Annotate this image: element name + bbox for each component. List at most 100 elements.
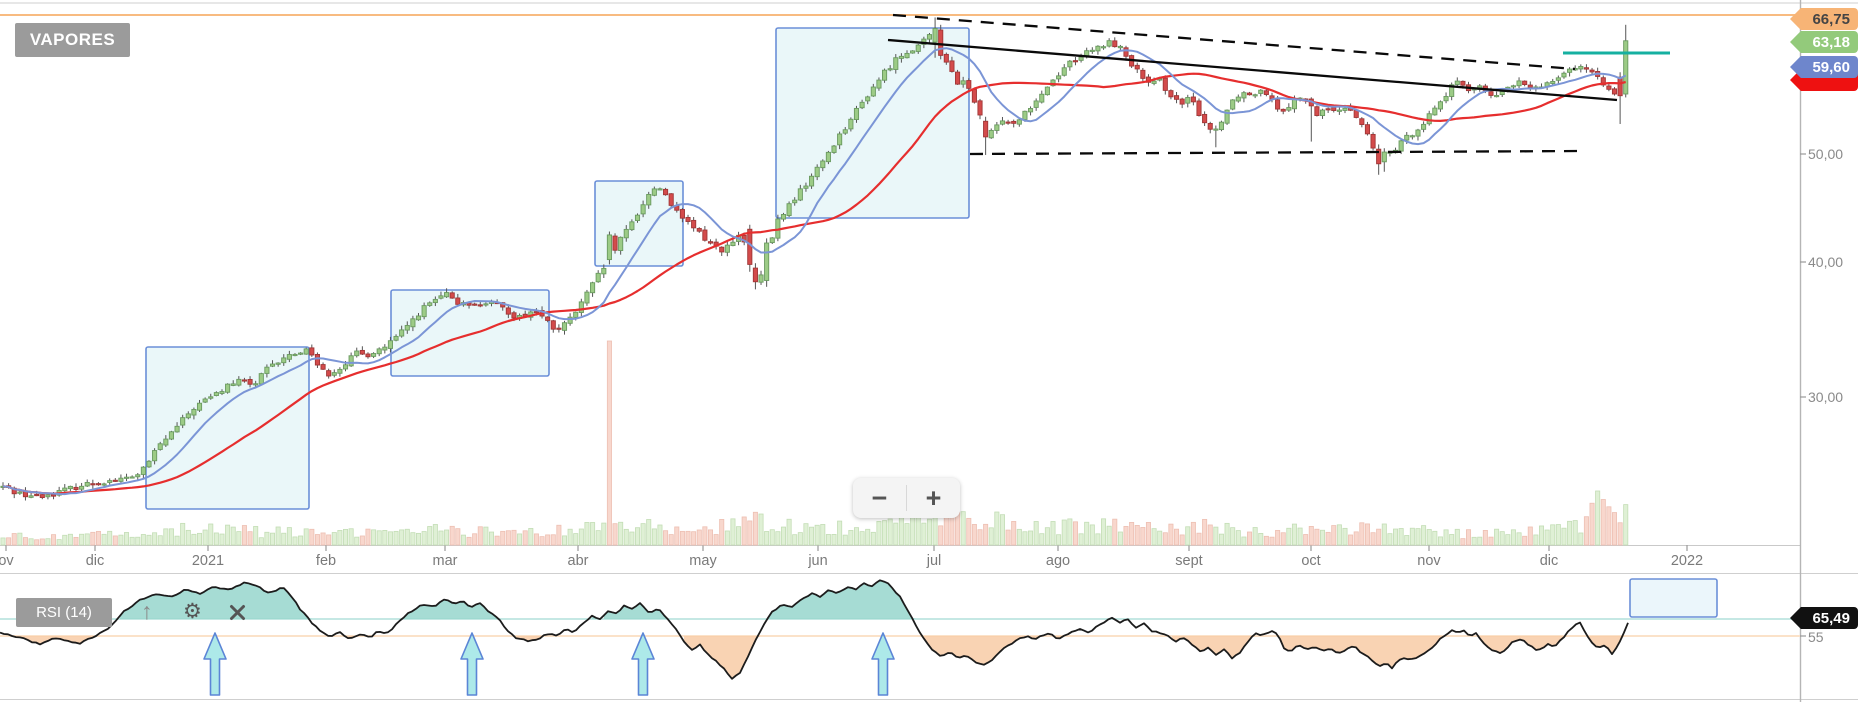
candlestick — [191, 408, 197, 416]
candlestick — [1555, 77, 1561, 81]
candlestick — [236, 378, 242, 386]
candlestick — [1331, 107, 1337, 111]
candlestick — [174, 425, 180, 433]
buy-signal-arrow[interactable] — [871, 632, 895, 696]
candlestick — [157, 443, 163, 450]
candlestick — [39, 494, 45, 498]
volume-bar — [1089, 524, 1095, 546]
candlestick — [1494, 95, 1500, 98]
volume-bar — [898, 516, 904, 546]
volume-bar — [623, 528, 629, 546]
volume-bar — [371, 529, 377, 546]
volume-bar — [95, 530, 101, 546]
volume-bar — [1241, 536, 1247, 546]
trendline-solid-resistance[interactable] — [887, 38, 1618, 102]
volume-bar — [258, 537, 264, 546]
volume-bar — [39, 538, 45, 546]
volume-bar — [477, 526, 483, 546]
volume-bar — [882, 520, 888, 546]
volume-bar — [1168, 523, 1174, 546]
candlestick — [999, 120, 1006, 125]
volume-bar — [1067, 518, 1073, 546]
volume-bar — [124, 532, 130, 546]
candlestick — [623, 228, 629, 239]
volume-bar — [129, 536, 135, 546]
ma-fast-line — [2, 47, 1627, 496]
zoom-in-button[interactable]: + — [925, 483, 942, 513]
volume-bar — [140, 534, 146, 546]
candlestick — [326, 370, 332, 377]
candlestick — [455, 297, 461, 305]
buy-signal-arrow[interactable] — [631, 632, 655, 696]
volume-bar — [230, 526, 236, 546]
candlestick — [45, 494, 51, 498]
volume-bar — [1454, 528, 1460, 546]
volume-bar — [988, 527, 994, 546]
candlestick — [1449, 84, 1455, 97]
x-axis-label: abr — [567, 553, 589, 569]
volume-bar — [11, 533, 17, 546]
candlestick — [1611, 88, 1618, 95]
candlestick — [208, 396, 214, 399]
volume-bar — [657, 524, 663, 546]
volume-bar — [444, 529, 450, 546]
annotation-box[interactable] — [145, 346, 310, 510]
buy-signal-arrow[interactable] — [460, 632, 484, 696]
volume-bar — [376, 530, 382, 546]
rsi-curve — [0, 579, 1629, 680]
candlestick — [404, 325, 410, 331]
volume-bar — [567, 528, 573, 546]
candlestick — [915, 44, 921, 52]
volume-bar — [842, 534, 848, 546]
candlestick — [668, 193, 674, 206]
volume-bar — [741, 516, 747, 546]
candlestick — [28, 495, 34, 498]
candlestick — [685, 216, 691, 222]
volume-bar — [1218, 533, 1224, 546]
trendline-dashed-upper[interactable] — [892, 13, 1576, 71]
volume-bar — [157, 535, 163, 546]
zoom-out-button[interactable]: − — [871, 483, 888, 513]
volume-bar — [1140, 527, 1146, 546]
candlestick — [1213, 128, 1219, 131]
candlestick — [410, 318, 416, 328]
rsi-annotation-box[interactable] — [1629, 578, 1718, 618]
volume-bar — [1421, 525, 1427, 546]
volume-bar — [146, 534, 152, 546]
candlestick — [168, 431, 175, 440]
trendline-dashed-lower[interactable] — [969, 149, 1584, 156]
volume-bar — [298, 535, 304, 546]
volume-bar — [797, 532, 803, 546]
candlestick — [348, 355, 354, 367]
volume-bar — [168, 528, 174, 546]
candlestick — [1067, 60, 1073, 68]
volume-bar — [382, 530, 388, 546]
candlestick — [286, 354, 292, 360]
volume-bar — [275, 526, 281, 546]
volume-bar — [264, 531, 270, 546]
candlestick — [1011, 120, 1017, 124]
close-icon[interactable] — [229, 604, 246, 626]
volume-bar — [904, 523, 910, 546]
volume-bar — [601, 522, 607, 546]
candlestick — [1578, 65, 1584, 70]
gear-icon[interactable]: ⚙ — [183, 600, 202, 623]
volume-bar — [152, 532, 158, 546]
candlestick — [477, 304, 483, 307]
candlestick — [1319, 109, 1326, 117]
candlestick — [983, 120, 989, 138]
volume-bar — [22, 537, 28, 546]
volume-bar — [1561, 527, 1567, 546]
volume-bar — [1426, 529, 1432, 546]
volume-bar — [1460, 538, 1466, 546]
volume-bar — [1101, 518, 1107, 546]
buy-signal-arrow[interactable] — [203, 632, 227, 696]
candlestick — [1522, 80, 1528, 86]
volume-bar — [775, 531, 781, 546]
alert-price-tag[interactable]: 66,75 — [1790, 8, 1858, 30]
volume-bar — [34, 539, 40, 546]
candlestick — [483, 303, 489, 306]
candlestick — [910, 50, 916, 54]
volume-bar — [713, 534, 719, 546]
